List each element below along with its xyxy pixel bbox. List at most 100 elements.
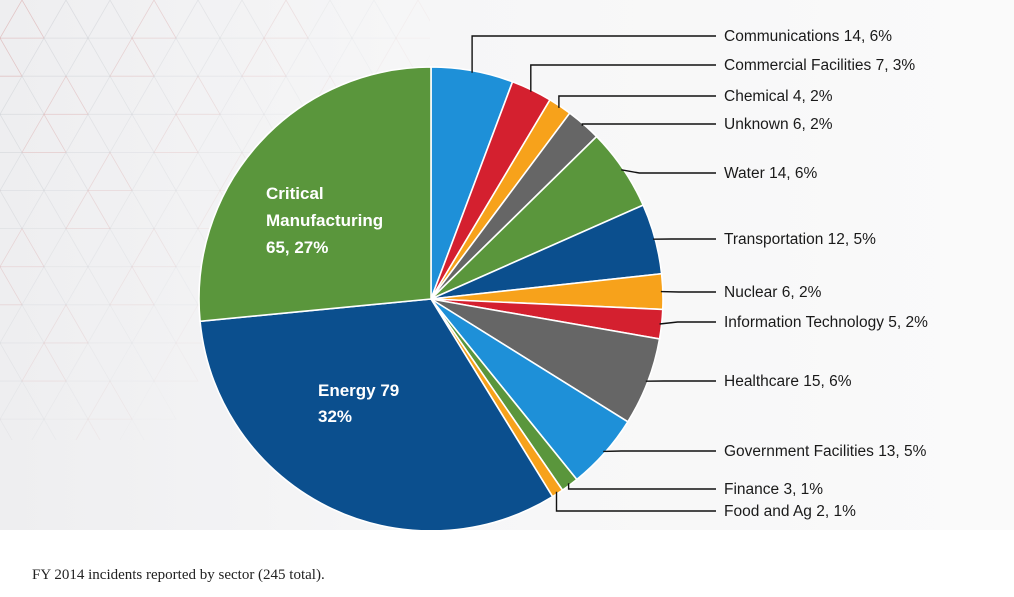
slice-label-energy: 32% [318,407,352,426]
pattern-triangle [75,418,101,440]
pattern-triangle [0,0,45,39]
pattern-triangle [417,54,430,77]
pattern-triangle [109,37,155,77]
slice-label-critical-manufacturing: 65, 27% [266,238,328,257]
pattern-triangle [0,227,45,268]
callout-label: Finance 3, 1% [724,481,823,498]
slice-energy [199,298,554,530]
callout-label: Commercial Facilities 7, 3% [724,57,915,74]
callout-leader-line [621,169,716,174]
pattern-triangle [109,113,155,153]
pattern-triangle [21,189,67,230]
callout-leader-line [567,483,716,490]
pattern-triangle [153,265,199,306]
pattern-triangle [131,75,177,115]
pattern-triangle [21,113,67,153]
pattern-triangle [119,418,145,440]
decorative-triangle-pattern [0,0,430,440]
pattern-triangle [131,380,177,420]
pattern-triangle [87,151,133,191]
pattern-triangle [153,342,199,382]
pattern-triangle [109,189,155,230]
pattern-triangle [219,0,265,39]
pattern-triangle [131,151,177,191]
pattern-triangle [153,189,199,230]
callout-leader-line [581,123,716,126]
callout-label: Transportation 12, 5% [724,231,876,248]
pattern-triangle [43,0,89,39]
pattern-triangle [65,37,111,77]
callout-label: Chemical 4, 2% [724,88,833,105]
pattern-triangle [87,227,133,268]
callout-label: Healthcare 15, 6% [724,373,852,390]
pattern-triangle [0,151,45,191]
pattern-triangle [65,113,111,153]
pattern-triangle [0,113,23,153]
slice-label-critical-manufacturing: Manufacturing [266,211,383,230]
pattern-triangle [87,380,133,420]
callout-leader-line [555,491,716,512]
pattern-triangle [87,75,133,115]
pattern-triangle [43,151,89,191]
callout-label: Food and Ag 2, 1% [724,503,856,520]
pattern-triangle [65,189,111,230]
pattern-triangle [395,0,430,39]
pattern-triangle [43,304,89,344]
pattern-triangle [0,304,45,344]
pattern-triangle [263,75,309,115]
pattern-triangle [329,37,375,77]
pattern-triangle [0,265,23,306]
pattern-triangle [219,75,265,115]
pattern-triangle [87,0,133,39]
pattern-triangle [43,380,89,420]
pattern-triangle [197,37,243,77]
pattern-triangle [153,113,199,153]
pattern-triangle [65,342,111,382]
pattern-triangle [0,418,13,440]
pattern-triangle [21,342,67,382]
pattern-triangle [0,380,45,420]
pattern-triangle [131,227,177,268]
pattern-triangle [351,0,397,39]
pattern-triangle [0,37,23,77]
callout-label: Communications 14, 6% [724,28,892,45]
pattern-triangle [175,0,221,39]
pattern-triangle [43,227,89,268]
pattern-triangle [131,0,177,39]
callout-leader-line [471,35,716,73]
callout-label: Information Technology 5, 2% [724,314,928,331]
pattern-triangle [31,418,57,440]
callout-leader-line [659,321,716,325]
callout-leader-line [558,95,716,108]
pattern-triangle [153,37,199,77]
slice-critical-manufacturing [198,66,432,323]
pattern-triangle [175,75,221,115]
pattern-triangle [109,342,155,382]
pie-chart: Communications 14, 6% Commercial Faciliti… [198,28,928,530]
pattern-triangle [21,37,67,77]
pattern-triangle [0,189,23,230]
pattern-triangle [285,37,331,77]
slice-label-critical-manufacturing: Critical [266,184,324,203]
pattern-triangle [43,75,89,115]
callout-label: Unknown 6, 2% [724,116,833,133]
pattern-triangle [197,113,243,153]
pattern-triangle [0,75,45,115]
pattern-triangle [21,265,67,306]
callout-label: Water 14, 6% [724,165,818,182]
pattern-triangle [241,37,287,77]
callout-label: Nuclear 6, 2% [724,284,822,301]
pattern-triangle [307,0,353,39]
slice-label-energy: Energy 79 [318,381,399,400]
chart-figure: Communications 14, 6% Commercial Faciliti… [0,0,1014,530]
pattern-triangle [0,342,23,382]
pattern-triangle [65,265,111,306]
callout-label: Government Facilities 13, 5% [724,443,927,460]
pattern-triangle [87,304,133,344]
pattern-triangle [131,304,177,344]
pattern-triangle [109,265,155,306]
pattern-triangle [175,151,221,191]
callout-leader-line [530,64,716,92]
figure-caption: FY 2014 incidents reported by sector (24… [32,567,325,583]
pattern-triangle [263,0,309,39]
